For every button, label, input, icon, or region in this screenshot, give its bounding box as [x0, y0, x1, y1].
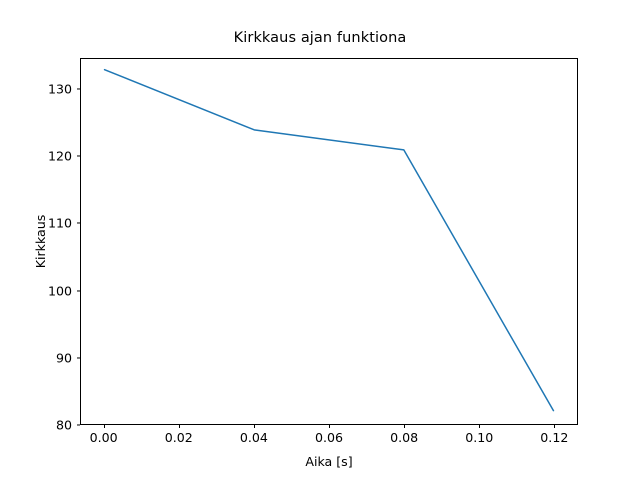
x-tick-label: 0.10: [465, 430, 494, 445]
y-tick-label: 110: [47, 215, 72, 231]
y-tick-label: 90: [55, 350, 72, 366]
x-tick-label: 0.06: [314, 430, 344, 445]
y-tick-mark: [76, 155, 81, 157]
x-tick-label: 0.00: [89, 430, 118, 445]
y-tick-label: 100: [47, 283, 72, 299]
y-tick-mark: [76, 88, 81, 90]
x-tick-mark: [329, 424, 331, 428]
y-tick-label: 120: [47, 148, 72, 164]
y-tick-mark: [76, 357, 81, 359]
y-tick-label: 80: [55, 417, 72, 433]
chart-title: Kirkkaus ajan funktiona: [233, 30, 407, 46]
x-axis-label: Aika [s]: [305, 454, 353, 469]
x-tick-label: 0.04: [239, 430, 268, 445]
y-tick-mark: [76, 222, 81, 224]
y-tick-label: 130: [47, 81, 72, 97]
x-tick-label: 0.12: [540, 430, 569, 445]
plot-area: [80, 58, 578, 425]
y-axis-label: Kirkkaus: [33, 214, 48, 269]
x-tick-mark: [253, 424, 255, 428]
x-tick-label: 0.02: [164, 430, 193, 445]
x-tick-label: 0.08: [390, 430, 419, 445]
x-tick-mark: [178, 424, 180, 428]
data-line-svg: [81, 59, 577, 424]
x-tick-mark: [554, 424, 556, 428]
data-series-line: [105, 70, 554, 411]
y-tick-mark: [76, 290, 81, 292]
y-tick-mark: [76, 424, 81, 426]
x-tick-mark: [103, 424, 105, 428]
x-tick-mark: [404, 424, 406, 428]
x-tick-mark: [479, 424, 481, 428]
